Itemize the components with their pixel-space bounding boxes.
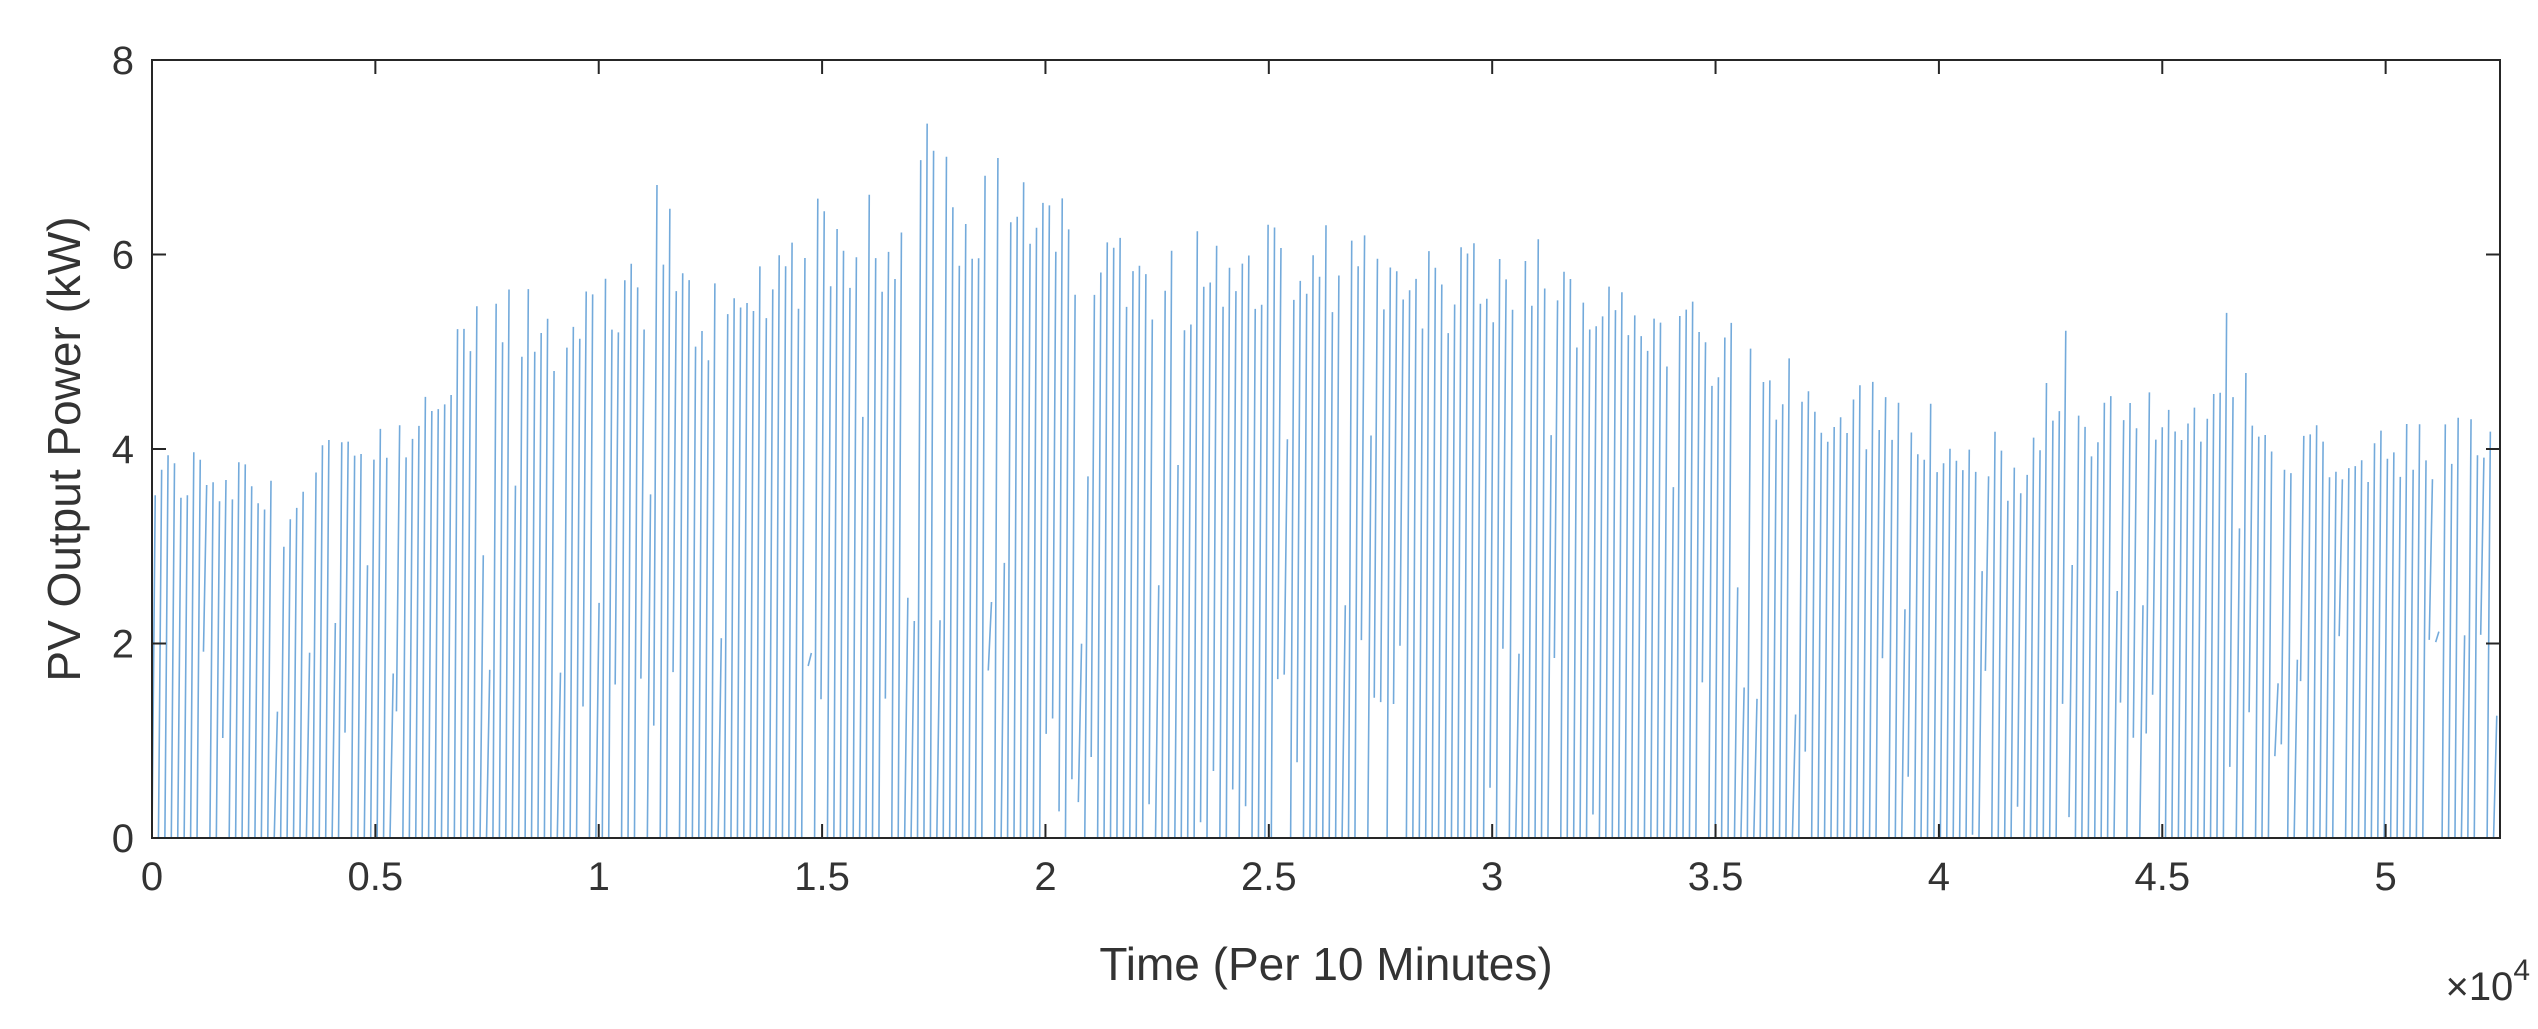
plot-area xyxy=(152,60,2500,838)
x-exponent-label: ×104 xyxy=(2445,954,2530,1009)
x-tick-label: 4 xyxy=(1928,855,1950,899)
series-trace xyxy=(151,123,2498,839)
x-axis-label: Time (Per 10 Minutes) xyxy=(1099,938,1552,990)
y-axis-label: PV Output Power (kW) xyxy=(38,216,90,681)
x-tick-label: 1 xyxy=(588,855,610,899)
series-line xyxy=(151,123,2498,839)
x-tick-label: 2.5 xyxy=(1241,855,1297,899)
y-tick-label: 2 xyxy=(112,623,134,667)
x-tick-label: 0 xyxy=(141,855,163,899)
x-tick-label: 3 xyxy=(1481,855,1503,899)
x-tick-label: 3.5 xyxy=(1688,855,1744,899)
y-tick-label: 6 xyxy=(112,234,134,278)
x-tick-label: 2 xyxy=(1034,855,1056,899)
x-tick-label: 1.5 xyxy=(794,855,850,899)
y-tick-label: 0 xyxy=(112,817,134,861)
x-tick-label: 0.5 xyxy=(348,855,404,899)
y-tick-label: 8 xyxy=(112,39,134,83)
x-tick-label: 5 xyxy=(2375,855,2397,899)
y-tick-label: 4 xyxy=(112,428,134,472)
x-tick-label: 4.5 xyxy=(2134,855,2190,899)
